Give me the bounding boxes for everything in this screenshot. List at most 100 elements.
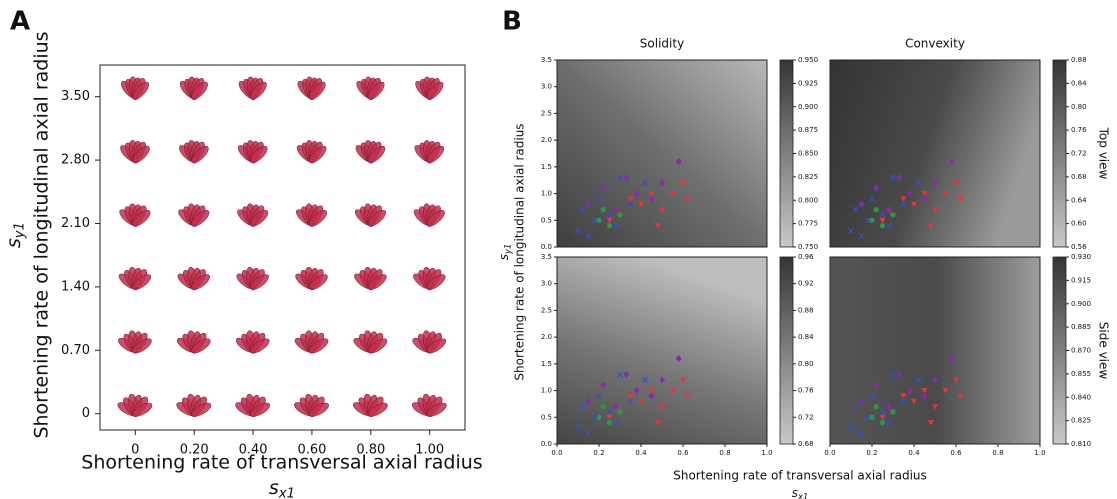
flower — [415, 76, 444, 100]
point — [900, 196, 907, 202]
point — [885, 419, 892, 426]
colorbar-tick-label: 0.76 — [798, 387, 814, 395]
plot-frame — [556, 59, 768, 248]
point — [600, 207, 606, 213]
colorbar-tick-label: 0.870 — [1071, 347, 1091, 355]
point — [617, 371, 623, 378]
point — [579, 403, 586, 410]
point — [879, 420, 886, 426]
flower — [118, 266, 152, 291]
point — [900, 393, 907, 399]
point — [596, 392, 602, 399]
y-tick-label: 0 — [82, 406, 90, 421]
y-tick-label: 0.70 — [61, 343, 90, 358]
contour-field — [830, 60, 1040, 247]
x-tick-label: 0.2 — [866, 449, 877, 457]
y-tick-label: 0.0 — [541, 440, 552, 448]
y-axis-label: Shortening rate of longitudinal axial ra… — [513, 123, 527, 380]
x-tick-label: 0.2 — [593, 449, 604, 457]
petal — [367, 402, 388, 417]
point — [848, 425, 854, 431]
petal — [308, 402, 329, 417]
symbol-base: s — [269, 477, 279, 499]
point — [627, 196, 634, 202]
point — [654, 223, 661, 229]
y-tick-label: 3.0 — [541, 280, 552, 288]
point — [858, 233, 865, 240]
colorbar-tick-label: 0.800 — [798, 196, 818, 204]
y-tick-label: 2.0 — [541, 333, 552, 341]
axis-symbol: sy1 — [3, 222, 28, 248]
flower — [235, 330, 270, 354]
point — [606, 211, 613, 218]
flower — [294, 330, 329, 354]
point — [852, 403, 859, 410]
point — [617, 212, 623, 218]
y-tick-label: 2.10 — [61, 216, 90, 231]
point — [585, 200, 592, 208]
flower — [414, 140, 445, 164]
point — [896, 371, 903, 379]
x-tick-label: 0.0 — [551, 449, 562, 457]
x-tick-label: 0.60 — [297, 443, 326, 458]
colorbar-tick-label: 0.855 — [1071, 370, 1091, 378]
flower — [120, 140, 150, 164]
point — [596, 195, 602, 202]
point — [911, 201, 917, 208]
point — [932, 404, 938, 410]
petal — [191, 145, 209, 164]
point — [869, 414, 875, 420]
panel-label: B — [502, 7, 522, 37]
flower — [294, 393, 329, 417]
flower — [411, 393, 447, 417]
colorbar-tick-label: 0.88 — [1071, 56, 1087, 64]
petal — [426, 210, 445, 227]
flower — [355, 140, 386, 164]
flower — [297, 76, 326, 100]
petal — [426, 81, 444, 100]
point — [669, 388, 676, 394]
x-tick-label: 0.20 — [180, 443, 209, 458]
point — [890, 212, 896, 218]
point — [627, 201, 634, 208]
flower — [176, 330, 211, 354]
symbol-sub: y1 — [13, 222, 28, 239]
flower — [238, 76, 267, 100]
petal — [191, 81, 208, 100]
point — [873, 207, 879, 213]
flower — [179, 140, 209, 164]
flower — [117, 393, 153, 417]
point — [879, 217, 886, 224]
axis-symbol: sy1 — [497, 244, 513, 261]
point — [612, 419, 619, 426]
petal — [426, 338, 447, 354]
petal — [250, 274, 269, 290]
point — [869, 195, 875, 202]
petal — [132, 338, 152, 354]
point — [680, 180, 686, 186]
colorbar-tick-label: 0.80 — [1071, 103, 1087, 111]
plot-frame — [829, 59, 1041, 248]
colorbar-tick-label: 0.72 — [798, 413, 814, 421]
flower — [178, 203, 210, 227]
point — [942, 191, 949, 197]
flower — [235, 393, 271, 417]
point — [921, 195, 928, 203]
column-title: Convexity — [905, 37, 965, 51]
petal — [249, 338, 270, 354]
point — [900, 398, 907, 405]
point — [948, 355, 955, 363]
petal — [132, 402, 153, 417]
x-tick-label: 0.4 — [635, 449, 647, 457]
y-tick-label: 0.5 — [541, 216, 552, 224]
point — [659, 376, 665, 384]
point — [948, 158, 955, 166]
colorbar-tick-label: 0.92 — [798, 280, 814, 288]
y-tick-label: 1.5 — [541, 360, 552, 368]
flower — [354, 266, 387, 291]
point — [575, 228, 581, 234]
point — [684, 393, 691, 399]
point — [864, 414, 871, 421]
point — [957, 196, 964, 202]
petal — [191, 402, 212, 417]
